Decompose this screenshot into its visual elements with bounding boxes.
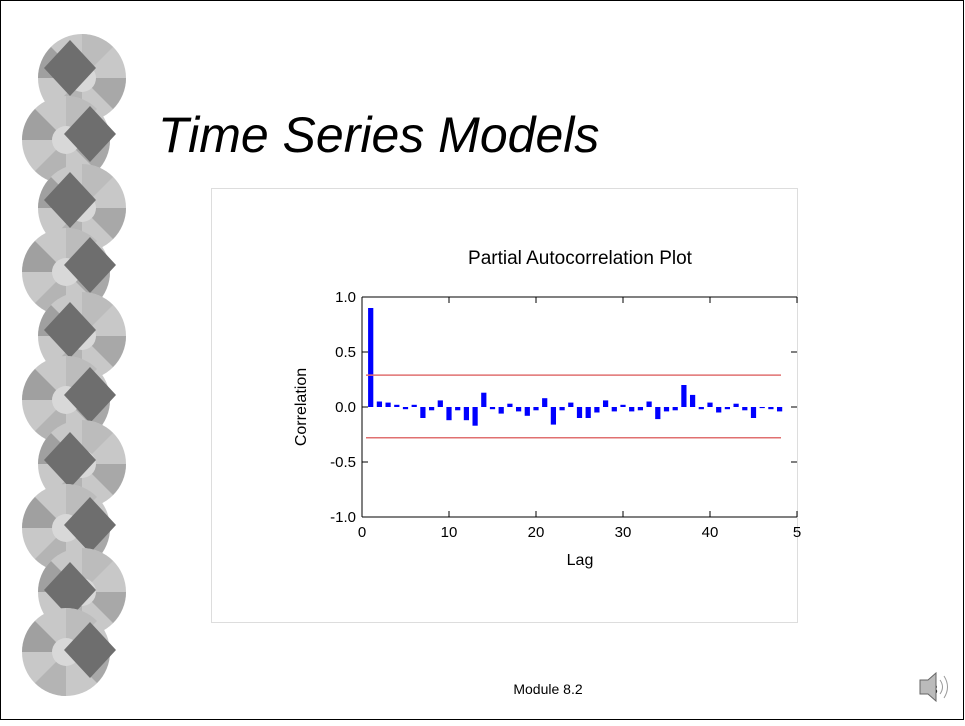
x-tick-label: 30 [615, 524, 632, 541]
x-tick-label: 5 [793, 524, 801, 541]
bar [376, 401, 383, 407]
bar [559, 407, 565, 411]
bar [402, 407, 409, 410]
bar [768, 407, 774, 410]
footer: Module 8.2 [513, 681, 582, 697]
bar [411, 404, 417, 407]
y-tick-label: 0.5 [335, 344, 356, 361]
bar [707, 402, 713, 407]
bar [681, 385, 687, 407]
x-axis-label: Lag [567, 552, 594, 569]
bar [446, 407, 452, 421]
bar [437, 400, 443, 407]
bar [594, 407, 600, 413]
bar [533, 407, 539, 411]
bar [515, 407, 522, 412]
bar [507, 403, 513, 407]
bar [498, 407, 504, 414]
y-tick-label: 0.0 [335, 399, 356, 416]
bar [576, 407, 583, 418]
y-tick-label: -0.5 [330, 454, 356, 471]
x-tick-label: 20 [528, 524, 545, 541]
bar [759, 407, 765, 409]
y-tick-label: -1.0 [330, 509, 356, 526]
chart-title: Partial Autocorrelation Plot [468, 248, 693, 269]
bar [716, 407, 722, 413]
bar [637, 407, 644, 411]
bar [611, 407, 617, 412]
bar [733, 403, 739, 407]
x-tick-label: 10 [441, 524, 458, 541]
bar [585, 407, 591, 418]
bar [420, 407, 426, 418]
bar [489, 407, 496, 410]
bar [368, 308, 374, 407]
bar [750, 407, 757, 418]
y-tick-label: 1.0 [335, 289, 356, 306]
bar [428, 407, 435, 411]
bar [550, 407, 557, 425]
bar [689, 394, 696, 407]
bar [542, 398, 548, 407]
bar [394, 404, 400, 407]
y-axis-label: Correlation [293, 368, 310, 446]
bar [472, 407, 478, 426]
x-tick-label: 40 [702, 524, 719, 541]
bar [524, 407, 530, 416]
bar [620, 404, 626, 407]
bar [776, 407, 783, 412]
bar [629, 407, 635, 412]
chart-panel [211, 188, 798, 623]
bar [742, 407, 748, 411]
x-tick-label: 0 [358, 524, 366, 541]
bar [568, 402, 574, 407]
bar [455, 407, 461, 411]
bar [655, 407, 661, 420]
bar [646, 401, 652, 407]
bar [481, 392, 487, 407]
speaker-icon [919, 671, 948, 703]
bar [463, 407, 470, 421]
bar [724, 407, 731, 410]
bar [663, 407, 670, 412]
bar [698, 407, 704, 410]
bar [385, 402, 391, 407]
slide-title: Time Series Models [158, 107, 599, 163]
bar [672, 407, 678, 411]
bar [602, 400, 609, 407]
